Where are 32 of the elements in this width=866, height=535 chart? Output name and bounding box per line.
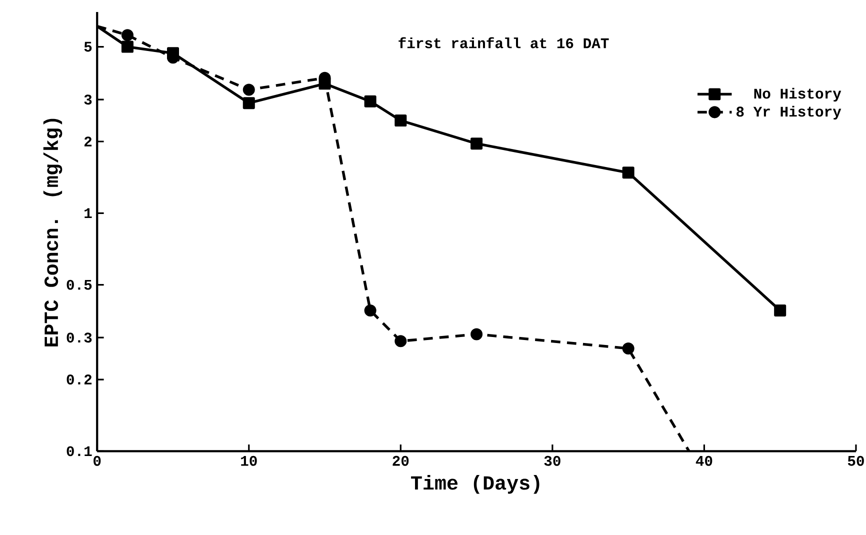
x-tick-label: 0 <box>94 456 101 466</box>
x-tick-label: 10 <box>241 456 257 466</box>
point <box>242 84 255 96</box>
x-tick-label: 30 <box>544 456 560 466</box>
point <box>242 97 255 110</box>
y-tick-label: 0.1 <box>66 446 92 456</box>
x-tick-label: 40 <box>696 456 712 466</box>
x-tick-label: 50 <box>848 456 864 466</box>
point <box>364 96 376 108</box>
y-axis-title: EPTC Concn. (mg/kg) <box>43 119 62 347</box>
y-tick-label: 0.5 <box>66 280 92 290</box>
y-tick-label: 0.2 <box>66 374 92 385</box>
point <box>470 328 483 340</box>
x-axis-title: Time (Days) <box>411 475 540 494</box>
point <box>121 40 134 53</box>
y-tick-label: 3 <box>84 94 92 105</box>
y-tick-label: 2 <box>84 136 92 147</box>
legend-label: No History <box>754 88 842 102</box>
point <box>364 304 376 317</box>
legend-label: 8 Yr History <box>736 106 842 120</box>
point <box>394 335 407 348</box>
x-tick-label: 20 <box>392 456 409 466</box>
point <box>121 29 134 42</box>
annotation: first rainfall at 16 DAT <box>398 37 609 48</box>
point <box>622 166 634 179</box>
point <box>774 304 786 317</box>
y-tick-label: 1 <box>84 208 92 218</box>
y-tick-label: 0.3 <box>66 332 92 343</box>
point <box>394 114 407 127</box>
point <box>622 342 634 355</box>
point <box>470 138 483 150</box>
y-tick-label: 5 <box>84 42 92 52</box>
